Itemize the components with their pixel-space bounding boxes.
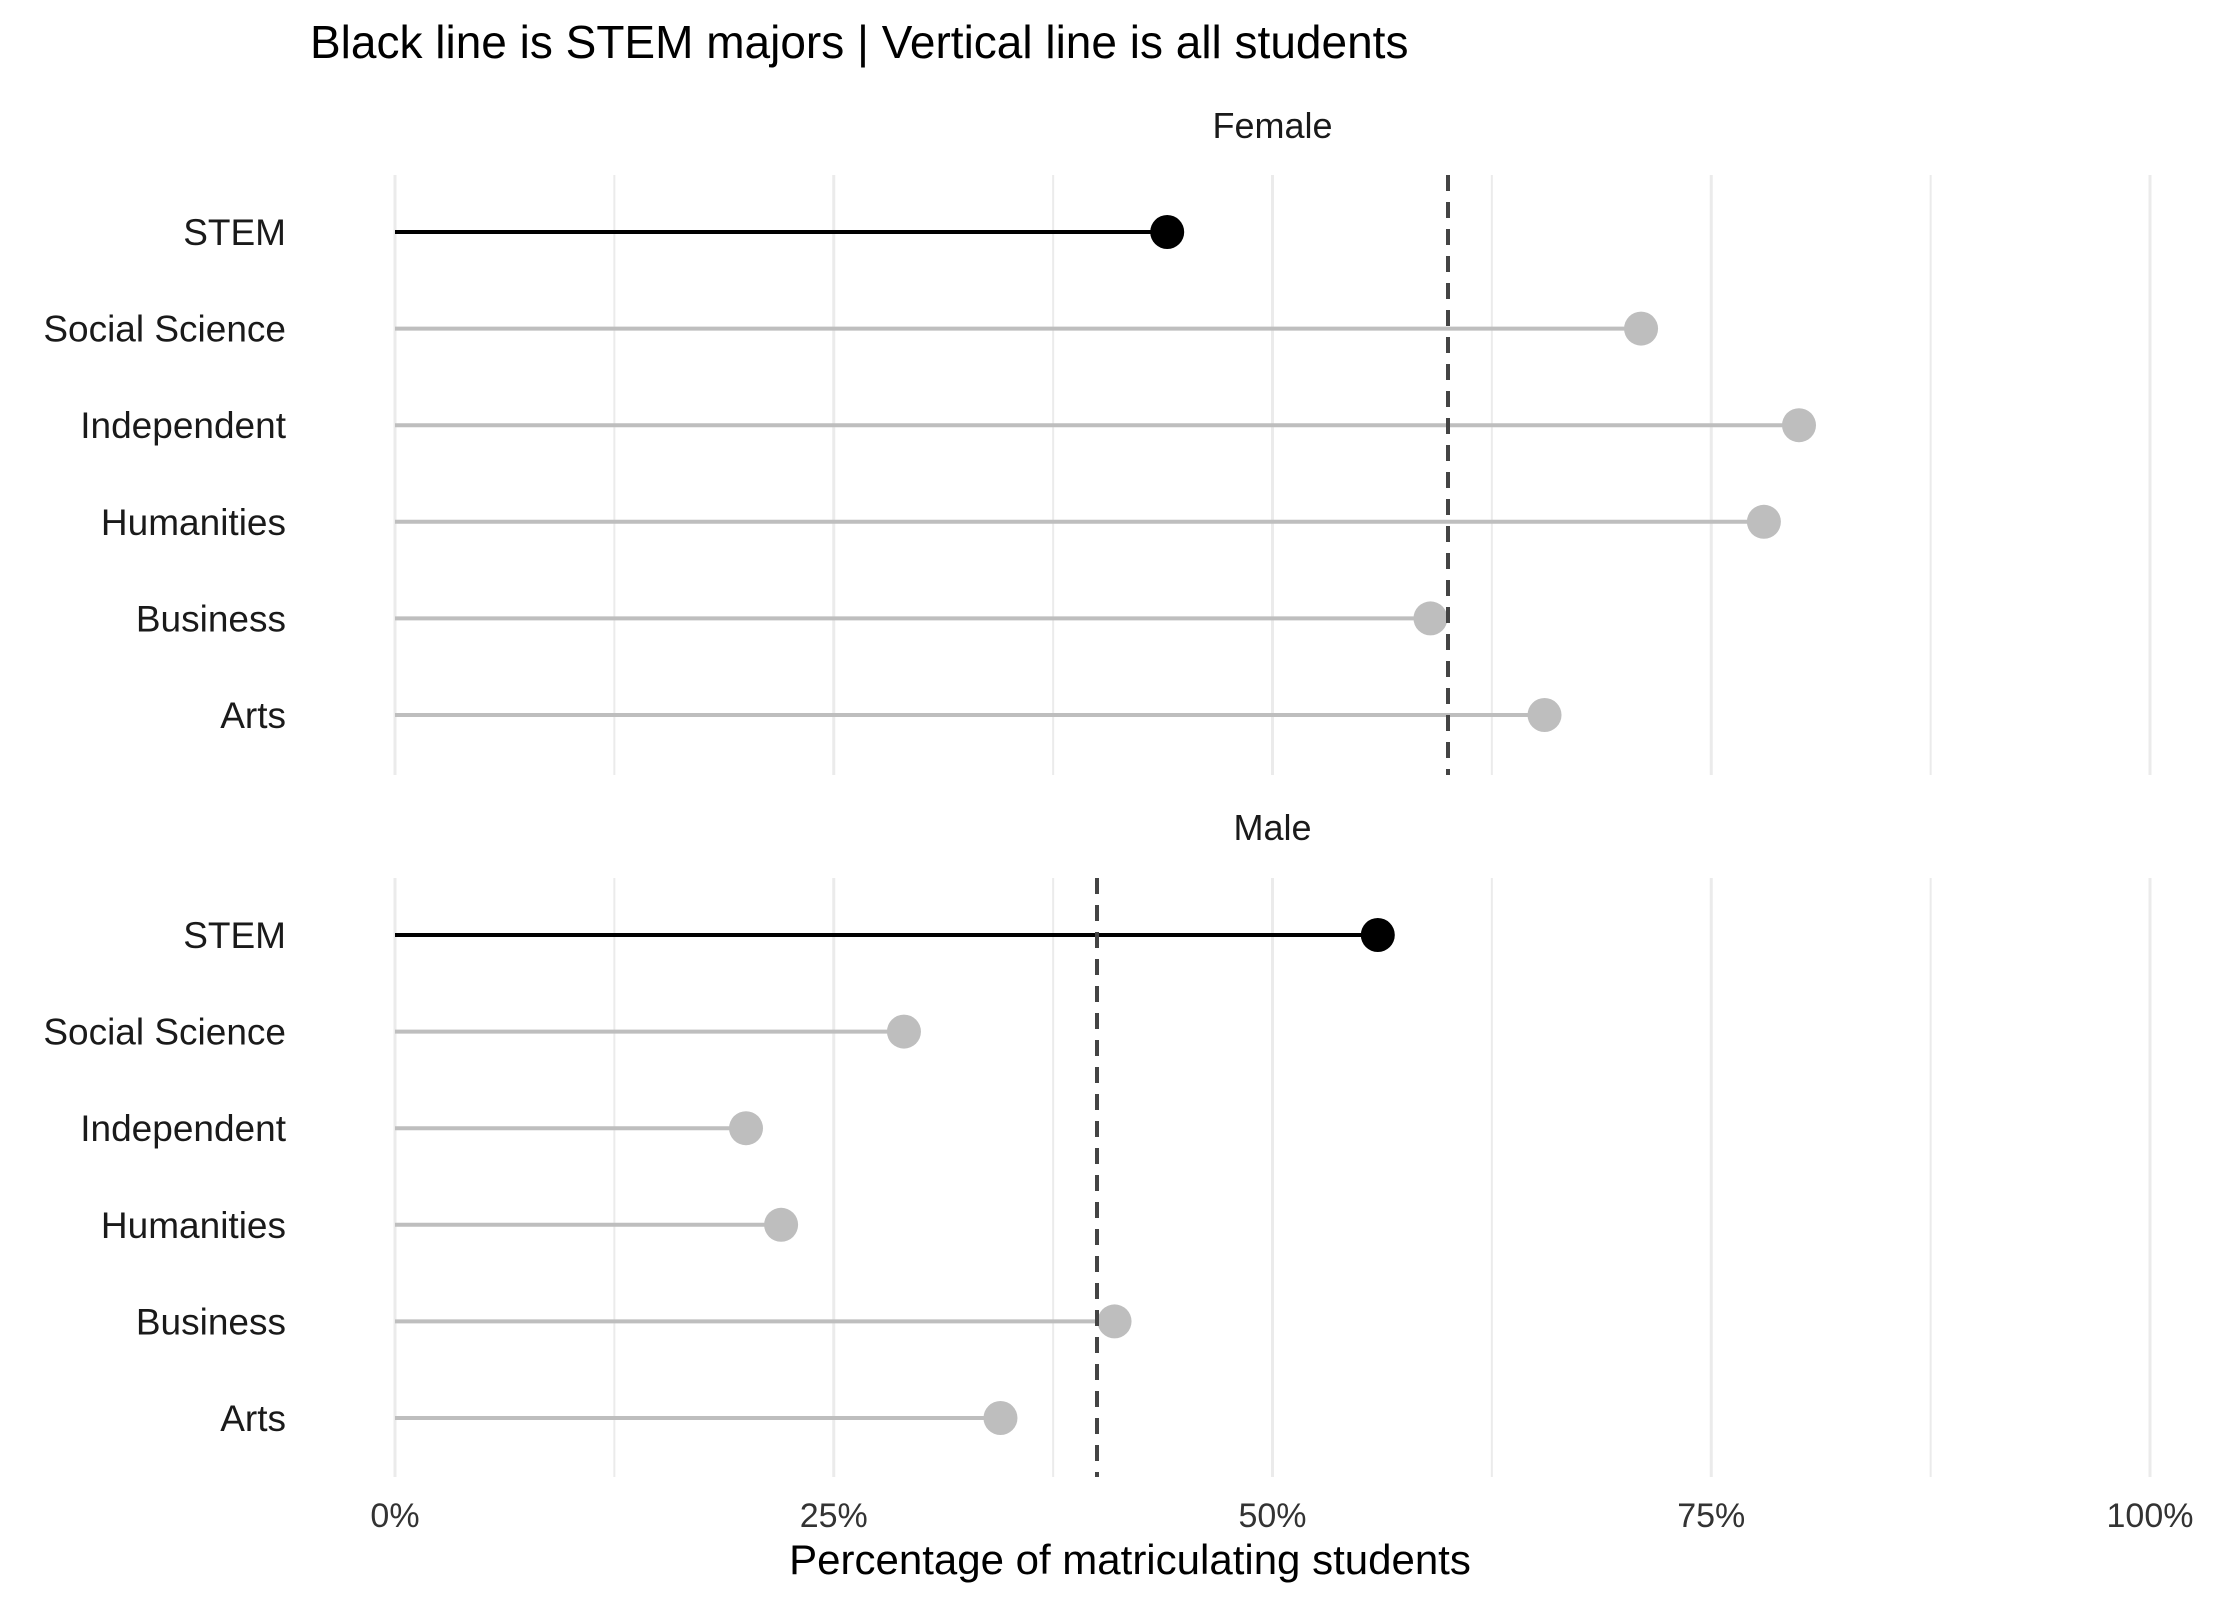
facet-panels: Female STEM Social Science Independent Human… bbox=[43, 105, 2152, 1477]
x-tick-label: 100% bbox=[2107, 1497, 2194, 1535]
y-tick-label: Business bbox=[136, 598, 286, 639]
facet-label: Female bbox=[1212, 105, 1332, 146]
y-tick-label: Independent bbox=[80, 405, 286, 446]
y-tick-label: Social Science bbox=[43, 309, 286, 350]
x-tick-label: 0% bbox=[370, 1497, 419, 1535]
lollipop-point bbox=[729, 1111, 763, 1146]
x-tick-label: 25% bbox=[800, 1497, 868, 1535]
lollipop-point bbox=[983, 1401, 1018, 1435]
y-tick-label: Social Science bbox=[43, 1012, 286, 1053]
lollipop-point bbox=[1527, 698, 1562, 732]
y-tick-label: Humanities bbox=[101, 502, 286, 543]
lollipop-point bbox=[1150, 215, 1185, 249]
lollipop-point bbox=[1624, 311, 1659, 346]
y-tick-label: Business bbox=[136, 1301, 286, 1342]
lollipop-point bbox=[1746, 504, 1781, 539]
x-axis-label: Percentage of matriculating students bbox=[789, 1536, 1471, 1583]
x-tick-label: 75% bbox=[1677, 1497, 1745, 1535]
y-tick-label: STEM bbox=[183, 212, 286, 253]
y-tick-label: Independent bbox=[80, 1108, 286, 1149]
chart-title: Black line is STEM majors | Vertical lin… bbox=[310, 16, 1408, 68]
facet-panel-female: Female STEM Social Science Independent Human… bbox=[43, 105, 2152, 775]
y-tick-label: Arts bbox=[220, 1398, 286, 1439]
y-tick-label: Arts bbox=[220, 695, 286, 736]
lollipop-point bbox=[886, 1014, 921, 1049]
lollipop-point bbox=[764, 1207, 799, 1242]
facet-label: Male bbox=[1233, 807, 1311, 848]
lollipop-point bbox=[1097, 1304, 1132, 1339]
facet-panel-male: Male STEM Social Science Independent Humanit… bbox=[43, 807, 2152, 1477]
x-axis: 0% 25% 50% 75% 100% bbox=[370, 1497, 2193, 1535]
x-tick-label: 50% bbox=[1238, 1497, 1306, 1535]
lollipop-point bbox=[1360, 918, 1395, 952]
lollipop-point bbox=[1413, 601, 1448, 636]
lollipop-point bbox=[1782, 408, 1816, 443]
y-tick-label: Humanities bbox=[101, 1205, 286, 1246]
y-tick-label: STEM bbox=[183, 915, 286, 956]
